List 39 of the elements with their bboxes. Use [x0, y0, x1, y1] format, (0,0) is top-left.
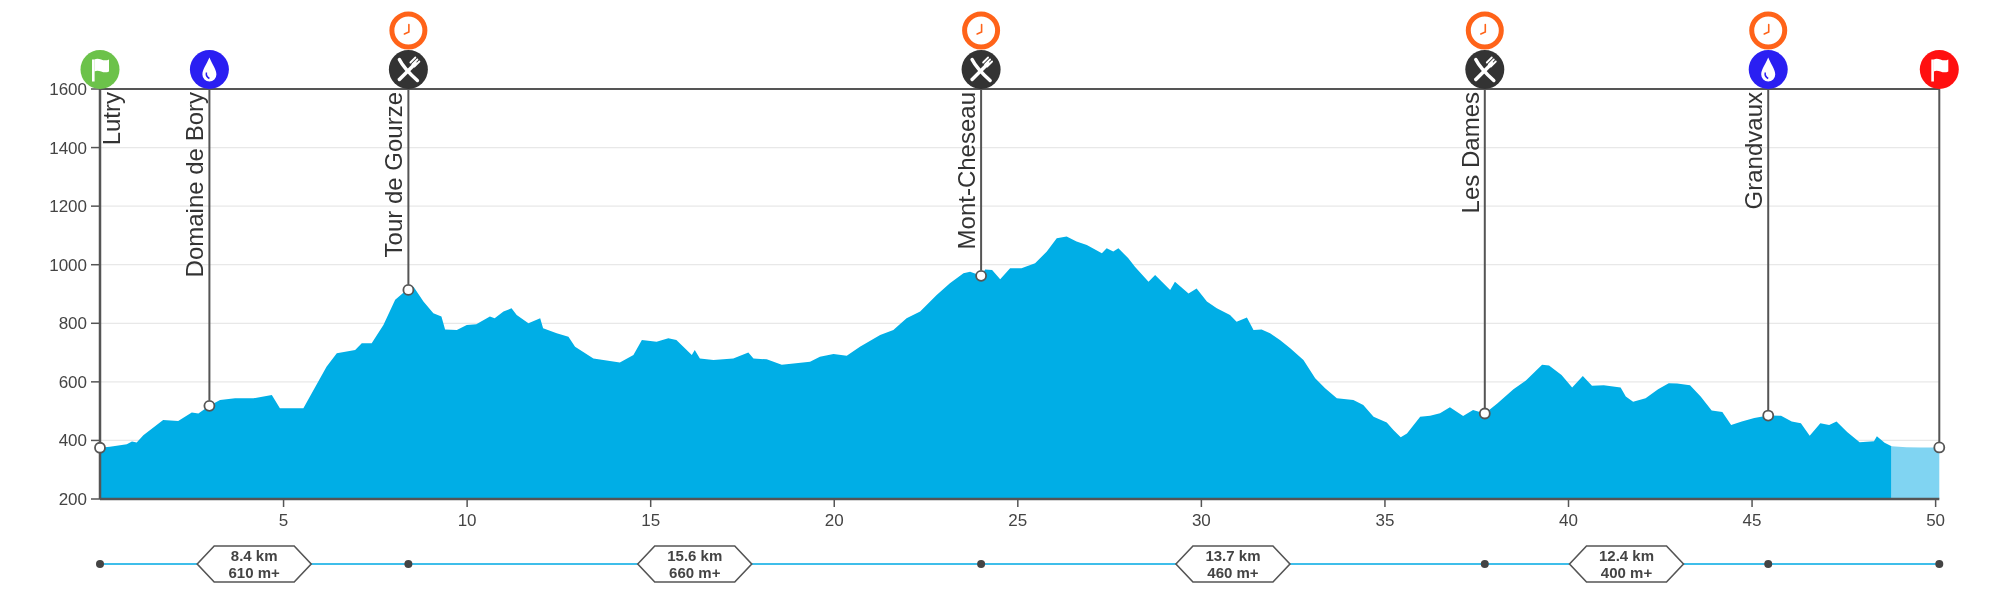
- annotation: Tour de Gourze: [380, 92, 408, 258]
- point: [1933, 441, 1946, 454]
- annotation: Grandvaux: [1740, 92, 1768, 210]
- point: [1478, 407, 1491, 420]
- point: [402, 284, 415, 296]
- point: [975, 269, 987, 282]
- text: 12.4 km: [1598, 547, 1655, 564]
- point: [94, 441, 106, 454]
- y-tick-label: 200: [58, 489, 87, 509]
- y-tick-label: 1200: [49, 197, 87, 217]
- text: 8.4 km: [230, 547, 278, 564]
- text: 15.6 km: [667, 547, 723, 564]
- text: 13.7 km: [1205, 547, 1261, 564]
- x-tick-label: 10: [457, 511, 477, 530]
- x-tick-label: 25: [1008, 511, 1028, 530]
- y-tick-label: 800: [58, 314, 87, 334]
- annotation: Lutry: [98, 92, 125, 146]
- x-tick-label: 35: [1375, 511, 1395, 530]
- y-tick-label: 600: [58, 372, 87, 392]
- text: 400 m+: [1600, 564, 1653, 581]
- y-tick-label: 1600: [49, 79, 87, 99]
- point: [1762, 409, 1775, 422]
- x-tick-label: 40: [1559, 511, 1578, 530]
- x-tick-label: 45: [1742, 511, 1762, 530]
- text: 460 m+: [1207, 564, 1259, 581]
- y-tick-label: 1400: [49, 138, 87, 158]
- x-tick-label: 5: [278, 511, 289, 530]
- annotation: Domaine de Bory: [181, 92, 209, 278]
- x-tick-label: 50: [1926, 511, 1946, 530]
- annotation: Mont-Cheseau: [953, 92, 981, 250]
- annotation: Les Dames: [1456, 92, 1484, 214]
- y-tick-label: 1000: [49, 255, 87, 275]
- x-tick-label: 20: [824, 511, 844, 530]
- point: [203, 399, 216, 412]
- x-tick-label: 15: [641, 511, 661, 530]
- y-tick-label: 400: [58, 431, 87, 451]
- text: 610 m+: [228, 564, 281, 581]
- text: 660 m+: [669, 564, 721, 581]
- x-tick-label: 30: [1191, 511, 1211, 530]
